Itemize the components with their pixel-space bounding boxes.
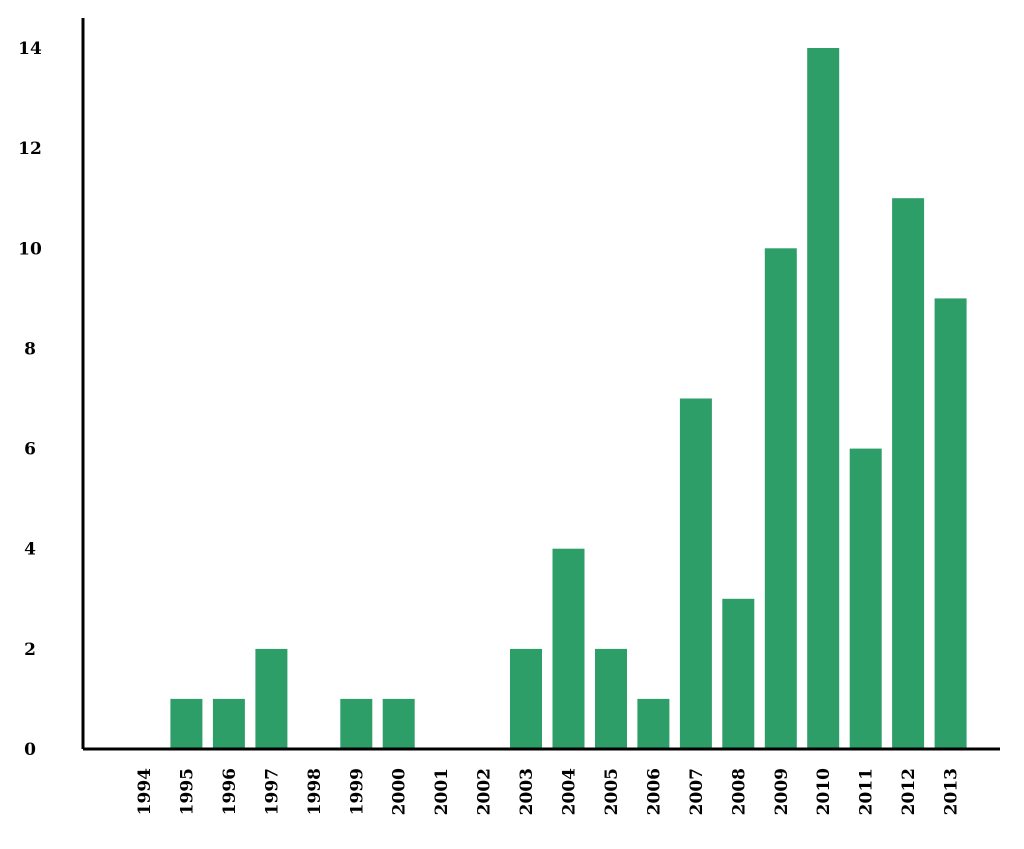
y-axis-tick-labels: 0 2 4 6 8 10 12 14 <box>18 39 42 760</box>
x-tick-label: 2010 <box>814 768 834 815</box>
x-tick-label: 1994 <box>135 768 155 815</box>
x-tick-label: 1995 <box>177 768 197 815</box>
bar-2009 <box>764 248 797 750</box>
y-tick-label: 10 <box>18 239 42 259</box>
bar-2005 <box>595 648 627 749</box>
x-tick-label: 2002 <box>475 768 495 815</box>
bar-2004 <box>552 548 585 749</box>
bar-1999 <box>340 698 373 749</box>
y-tick-label: 12 <box>18 139 42 159</box>
bar-2010 <box>807 48 840 749</box>
bar-2006 <box>637 698 670 749</box>
y-tick-label: 0 <box>24 740 36 760</box>
bar-2000 <box>382 698 415 749</box>
x-tick-label: 1996 <box>220 768 240 815</box>
x-tick-label: 2012 <box>899 768 919 815</box>
x-tick-label: 2003 <box>517 768 537 815</box>
y-tick-label: 8 <box>24 339 36 359</box>
x-tick-label: 2007 <box>687 768 707 815</box>
bar-2011 <box>849 448 882 749</box>
bar-1997 <box>255 648 288 749</box>
bar-1996 <box>212 698 245 749</box>
bar-2012 <box>892 198 925 749</box>
y-tick-label: 6 <box>24 440 36 460</box>
bar-2003 <box>510 648 542 749</box>
x-tick-label: 1999 <box>347 768 367 815</box>
x-axis-tick-labels: 1994 1995 1996 1997 1998 1999 2000 2001 2002 2003… <box>135 768 962 815</box>
x-tick-label: 2008 <box>729 768 749 815</box>
x-tick-label: 2009 <box>772 768 792 815</box>
bar-1995 <box>170 698 203 749</box>
bar-2007 <box>679 398 712 749</box>
x-tick-label: 1998 <box>305 768 325 815</box>
y-tick-label: 4 <box>24 540 36 560</box>
bars-layer <box>170 48 967 750</box>
y-tick-label: 2 <box>24 640 36 660</box>
x-tick-label: 2001 <box>432 768 452 815</box>
x-tick-label: 2011 <box>857 768 877 815</box>
x-tick-label: 2006 <box>644 768 664 815</box>
x-tick-label: 1997 <box>262 768 282 815</box>
y-tick-label: 14 <box>18 39 42 59</box>
x-tick-label: 2005 <box>602 768 622 815</box>
x-tick-label: 2000 <box>390 768 410 815</box>
bar-2008 <box>722 598 755 749</box>
bar-2013 <box>934 298 967 749</box>
x-tick-label: 2004 <box>560 768 580 815</box>
x-tick-label: 2013 <box>942 768 962 815</box>
